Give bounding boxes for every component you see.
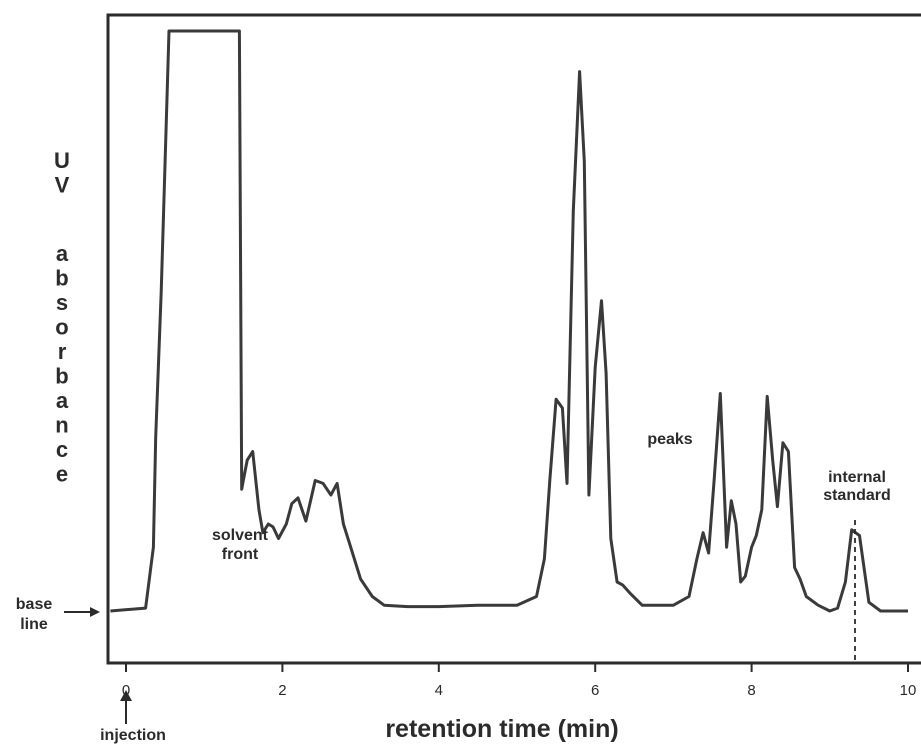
y-axis-label-letter: b <box>55 364 68 389</box>
injection-arrowhead <box>120 690 132 701</box>
y-axis-label-letter: o <box>55 315 68 340</box>
y-axis-label-letter: a <box>56 241 69 266</box>
x-axis: 0246810 <box>122 663 917 699</box>
base-line-label: line <box>20 616 48 633</box>
y-axis-label-letter: U <box>54 148 70 173</box>
x-tick-label: 4 <box>435 682 443 699</box>
internal-standard-label: internal <box>828 469 886 486</box>
y-axis-label-letter: V <box>55 173 70 198</box>
y-axis-label-letter: b <box>55 266 68 291</box>
solvent-front-label: front <box>222 546 259 563</box>
y-axis-label-letter: e <box>56 462 68 487</box>
plot-frame <box>106 13 921 665</box>
x-tick-label: 6 <box>591 682 599 699</box>
y-axis-label-letter: a <box>56 388 69 413</box>
x-axis-label: retention time (min) <box>385 715 618 743</box>
y-axis-label-letter: s <box>56 290 68 315</box>
base-line-arrowhead <box>90 607 100 617</box>
y-axis-label-letter: c <box>56 437 68 462</box>
base-line-label: base <box>16 596 53 613</box>
internal-standard-label: standard <box>823 487 891 504</box>
chromatogram-trace <box>110 29 908 613</box>
x-tick-label: 10 <box>900 682 917 699</box>
solvent-front-label: solvent <box>212 527 269 544</box>
y-axis-label-letter: r <box>58 339 67 364</box>
x-tick-label: 2 <box>278 682 286 699</box>
y-axis-label-letter: n <box>55 413 68 438</box>
x-tick-label: 8 <box>747 682 755 699</box>
injection-label: injection <box>100 727 166 744</box>
peaks-label: peaks <box>647 431 692 448</box>
